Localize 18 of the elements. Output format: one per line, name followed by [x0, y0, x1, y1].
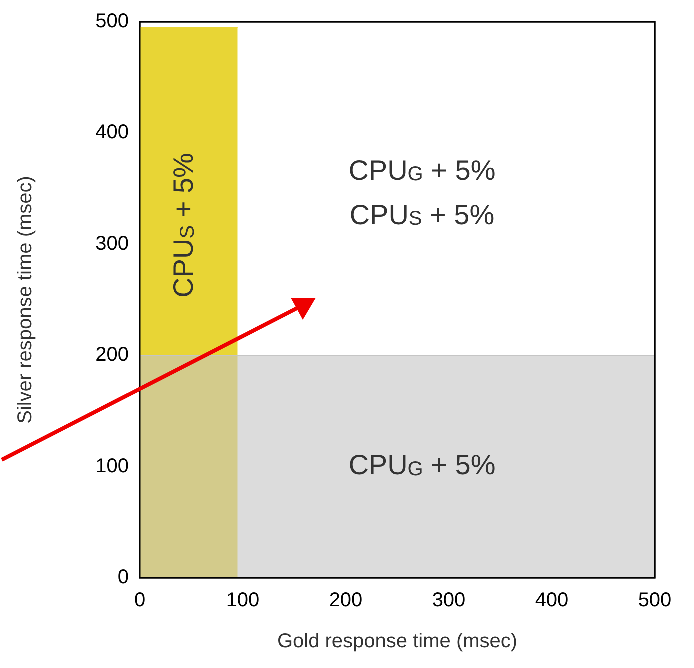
- x-tick-label: 100: [226, 590, 260, 612]
- x-tick-label: 400: [535, 590, 569, 612]
- y-tick-label: 500: [96, 10, 129, 33]
- x-tick-label: 0: [134, 590, 146, 612]
- y-tick-label: 200: [96, 344, 129, 366]
- annotation: CPUG + 5%: [348, 154, 496, 186]
- annotation: CPUS + 5%: [168, 153, 200, 298]
- annotation: CPUS + 5%: [350, 199, 495, 230]
- y-tick-label: 400: [96, 122, 129, 144]
- y-tick-label: 100: [96, 455, 129, 478]
- y-tick-label: 0: [118, 566, 129, 589]
- x-tick-label: 300: [432, 590, 466, 612]
- y-axis-title: Silver response time (msec): [14, 176, 37, 424]
- x-tick-label: 500: [638, 590, 672, 612]
- y-tick-label: 300: [96, 232, 129, 255]
- annotation: CPUG + 5%: [348, 450, 496, 481]
- x-tick-label: 200: [329, 590, 363, 612]
- x-axis-title: Gold response time (msec): [277, 630, 518, 653]
